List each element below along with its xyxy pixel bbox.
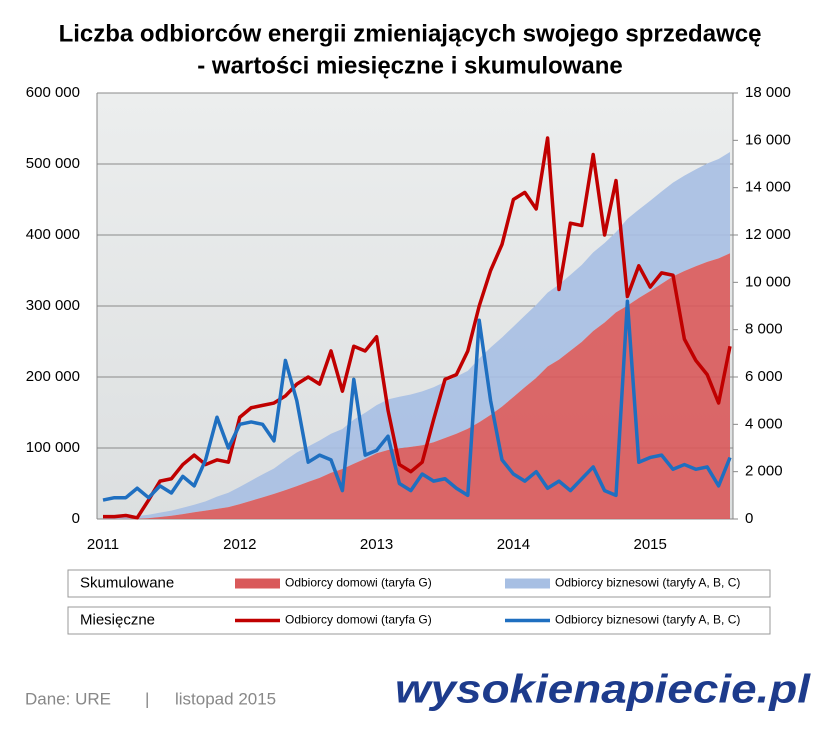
legend-label: Odbiorcy domowi (taryfa G) (285, 576, 432, 590)
y2-tick-label: 6 000 (745, 368, 783, 385)
chart-title: Liczba odbiorców energii zmieniających s… (59, 20, 762, 47)
legend-swatch (505, 578, 550, 589)
y-tick-label: 0 (72, 510, 80, 527)
legend-label: Odbiorcy biznesowi (taryfy A, B, C) (555, 576, 740, 590)
y2-tick-label: 0 (745, 510, 753, 527)
x-tick-label: 2011 (87, 536, 119, 553)
y-tick-label: 500 000 (26, 155, 80, 172)
y2-tick-label: 12 000 (745, 226, 791, 243)
chart-title: - wartości miesięczne i skumulowane (197, 52, 622, 79)
y-tick-label: 300 000 (26, 297, 80, 314)
y2-tick-label: 18 000 (745, 84, 791, 101)
x-tick-label: 2012 (223, 536, 256, 553)
legend-label: Odbiorcy biznesowi (taryfy A, B, C) (555, 613, 740, 627)
y2-tick-label: 4 000 (745, 415, 783, 432)
logo: wysokienapiecie.pl (395, 668, 811, 712)
y2-tick-label: 10 000 (745, 273, 791, 290)
date: listopad 2015 (175, 689, 276, 708)
source: Dane: URE (25, 689, 111, 708)
separator: | (145, 689, 149, 708)
y2-tick-label: 8 000 (745, 321, 783, 338)
x-tick-label: 2013 (360, 536, 393, 553)
y2-tick-label: 2 000 (745, 463, 783, 480)
legend-box (67, 606, 771, 635)
x-tick-label: 2015 (634, 536, 667, 553)
area (103, 253, 730, 519)
y-tick-label: 200 000 (26, 368, 80, 385)
y-tick-label: 400 000 (26, 226, 80, 243)
y-tick-label: 600 000 (26, 84, 80, 101)
y2-tick-label: 14 000 (745, 179, 791, 196)
area (103, 152, 730, 519)
x-tick-label: 2014 (497, 536, 530, 553)
legend-swatch (235, 578, 280, 589)
line (102, 299, 732, 502)
legend-group: Miesięczne (80, 611, 155, 628)
y-tick-label: 100 000 (26, 439, 80, 456)
legend-box (67, 569, 771, 598)
legend-group: Skumulowane (80, 574, 174, 591)
line (103, 136, 732, 520)
y2-tick-label: 16 000 (745, 131, 791, 148)
legend-label: Odbiorcy domowi (taryfa G) (285, 613, 432, 627)
